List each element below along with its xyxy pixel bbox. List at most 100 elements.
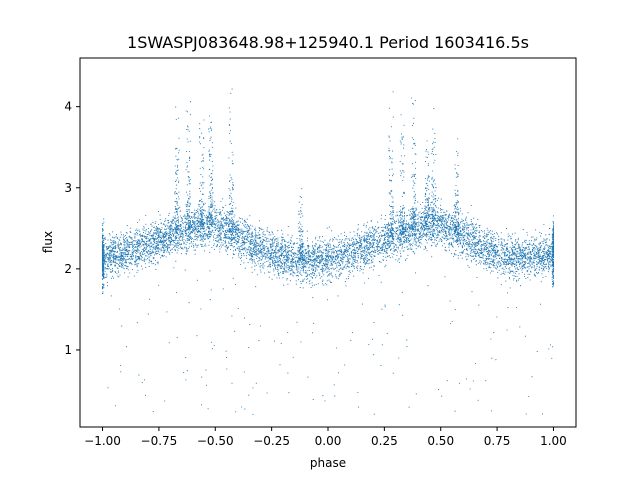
data-point bbox=[254, 229, 256, 231]
data-point bbox=[138, 263, 140, 265]
data-point bbox=[274, 252, 276, 254]
data-point bbox=[291, 262, 293, 264]
data-point bbox=[358, 244, 360, 246]
data-point bbox=[496, 253, 498, 255]
data-point bbox=[158, 251, 160, 253]
data-point bbox=[165, 220, 167, 222]
data-point bbox=[328, 267, 330, 269]
data-point bbox=[249, 241, 251, 244]
data-point bbox=[303, 246, 305, 248]
data-point bbox=[422, 220, 424, 222]
data-point bbox=[423, 225, 425, 227]
data-point bbox=[540, 245, 542, 247]
data-point bbox=[538, 269, 540, 271]
data-point bbox=[302, 268, 304, 270]
data-point bbox=[241, 255, 243, 257]
data-point bbox=[484, 245, 486, 247]
data-point bbox=[136, 232, 138, 234]
data-point bbox=[366, 238, 368, 240]
data-point bbox=[216, 223, 218, 225]
data-point bbox=[437, 227, 439, 229]
data-point bbox=[407, 222, 410, 224]
data-point bbox=[373, 234, 375, 236]
data-point bbox=[117, 275, 119, 277]
data-point bbox=[449, 229, 451, 231]
data-point bbox=[145, 229, 147, 231]
data-point bbox=[145, 267, 147, 269]
data-point bbox=[457, 231, 459, 233]
data-point bbox=[417, 225, 419, 227]
data-point bbox=[269, 232, 271, 234]
data-point bbox=[326, 252, 328, 254]
data-point bbox=[190, 240, 192, 242]
data-point bbox=[219, 237, 221, 239]
data-point bbox=[388, 229, 390, 231]
data-point bbox=[200, 227, 202, 229]
data-point bbox=[120, 231, 122, 233]
data-point bbox=[259, 266, 261, 268]
data-point bbox=[371, 250, 373, 252]
data-point bbox=[455, 222, 457, 224]
data-point bbox=[326, 260, 328, 263]
data-point bbox=[443, 211, 445, 213]
data-point bbox=[479, 250, 481, 252]
data-point bbox=[544, 248, 546, 251]
data-point bbox=[330, 255, 332, 257]
data-point bbox=[345, 267, 347, 269]
data-point bbox=[182, 248, 184, 250]
data-point bbox=[118, 276, 120, 278]
data-point bbox=[143, 250, 145, 252]
data-point bbox=[204, 245, 206, 247]
data-point bbox=[274, 249, 276, 251]
data-point bbox=[339, 273, 341, 275]
data-point bbox=[264, 237, 266, 239]
data-point bbox=[287, 242, 289, 244]
data-point bbox=[238, 224, 240, 226]
data-point bbox=[163, 244, 165, 246]
data-point bbox=[470, 261, 472, 263]
data-point bbox=[123, 244, 125, 246]
data-point bbox=[149, 248, 151, 250]
data-point bbox=[275, 246, 277, 248]
data-point bbox=[212, 217, 214, 219]
data-point bbox=[156, 226, 158, 229]
data-point bbox=[497, 266, 499, 268]
data-point bbox=[154, 247, 156, 250]
data-point bbox=[334, 249, 337, 251]
data-point bbox=[120, 244, 122, 246]
data-point bbox=[543, 240, 545, 242]
data-point bbox=[194, 233, 196, 235]
data-point bbox=[406, 224, 408, 226]
data-point bbox=[421, 207, 423, 209]
data-point bbox=[250, 224, 252, 226]
data-point bbox=[263, 253, 265, 255]
data-point bbox=[441, 240, 443, 242]
data-point bbox=[129, 250, 131, 252]
data-point bbox=[131, 253, 133, 255]
data-point bbox=[143, 245, 145, 247]
data-point bbox=[173, 244, 175, 246]
data-point bbox=[383, 240, 385, 242]
data-point bbox=[490, 250, 492, 252]
data-point bbox=[466, 241, 468, 243]
data-point bbox=[500, 259, 502, 262]
data-point bbox=[267, 238, 269, 240]
data-point bbox=[347, 278, 349, 280]
data-point bbox=[204, 210, 206, 212]
data-point bbox=[123, 247, 126, 249]
data-point bbox=[147, 231, 149, 233]
data-point bbox=[319, 261, 321, 263]
data-point bbox=[253, 261, 256, 263]
data-point bbox=[445, 214, 448, 216]
data-point bbox=[329, 280, 331, 282]
data-point bbox=[382, 255, 384, 258]
data-point bbox=[177, 221, 179, 223]
data-point bbox=[139, 240, 141, 242]
data-point bbox=[462, 239, 464, 241]
data-point bbox=[481, 249, 483, 251]
data-point bbox=[538, 248, 541, 250]
data-point bbox=[529, 273, 531, 275]
data-point bbox=[267, 247, 269, 250]
data-point bbox=[338, 243, 341, 246]
data-point bbox=[312, 252, 314, 254]
